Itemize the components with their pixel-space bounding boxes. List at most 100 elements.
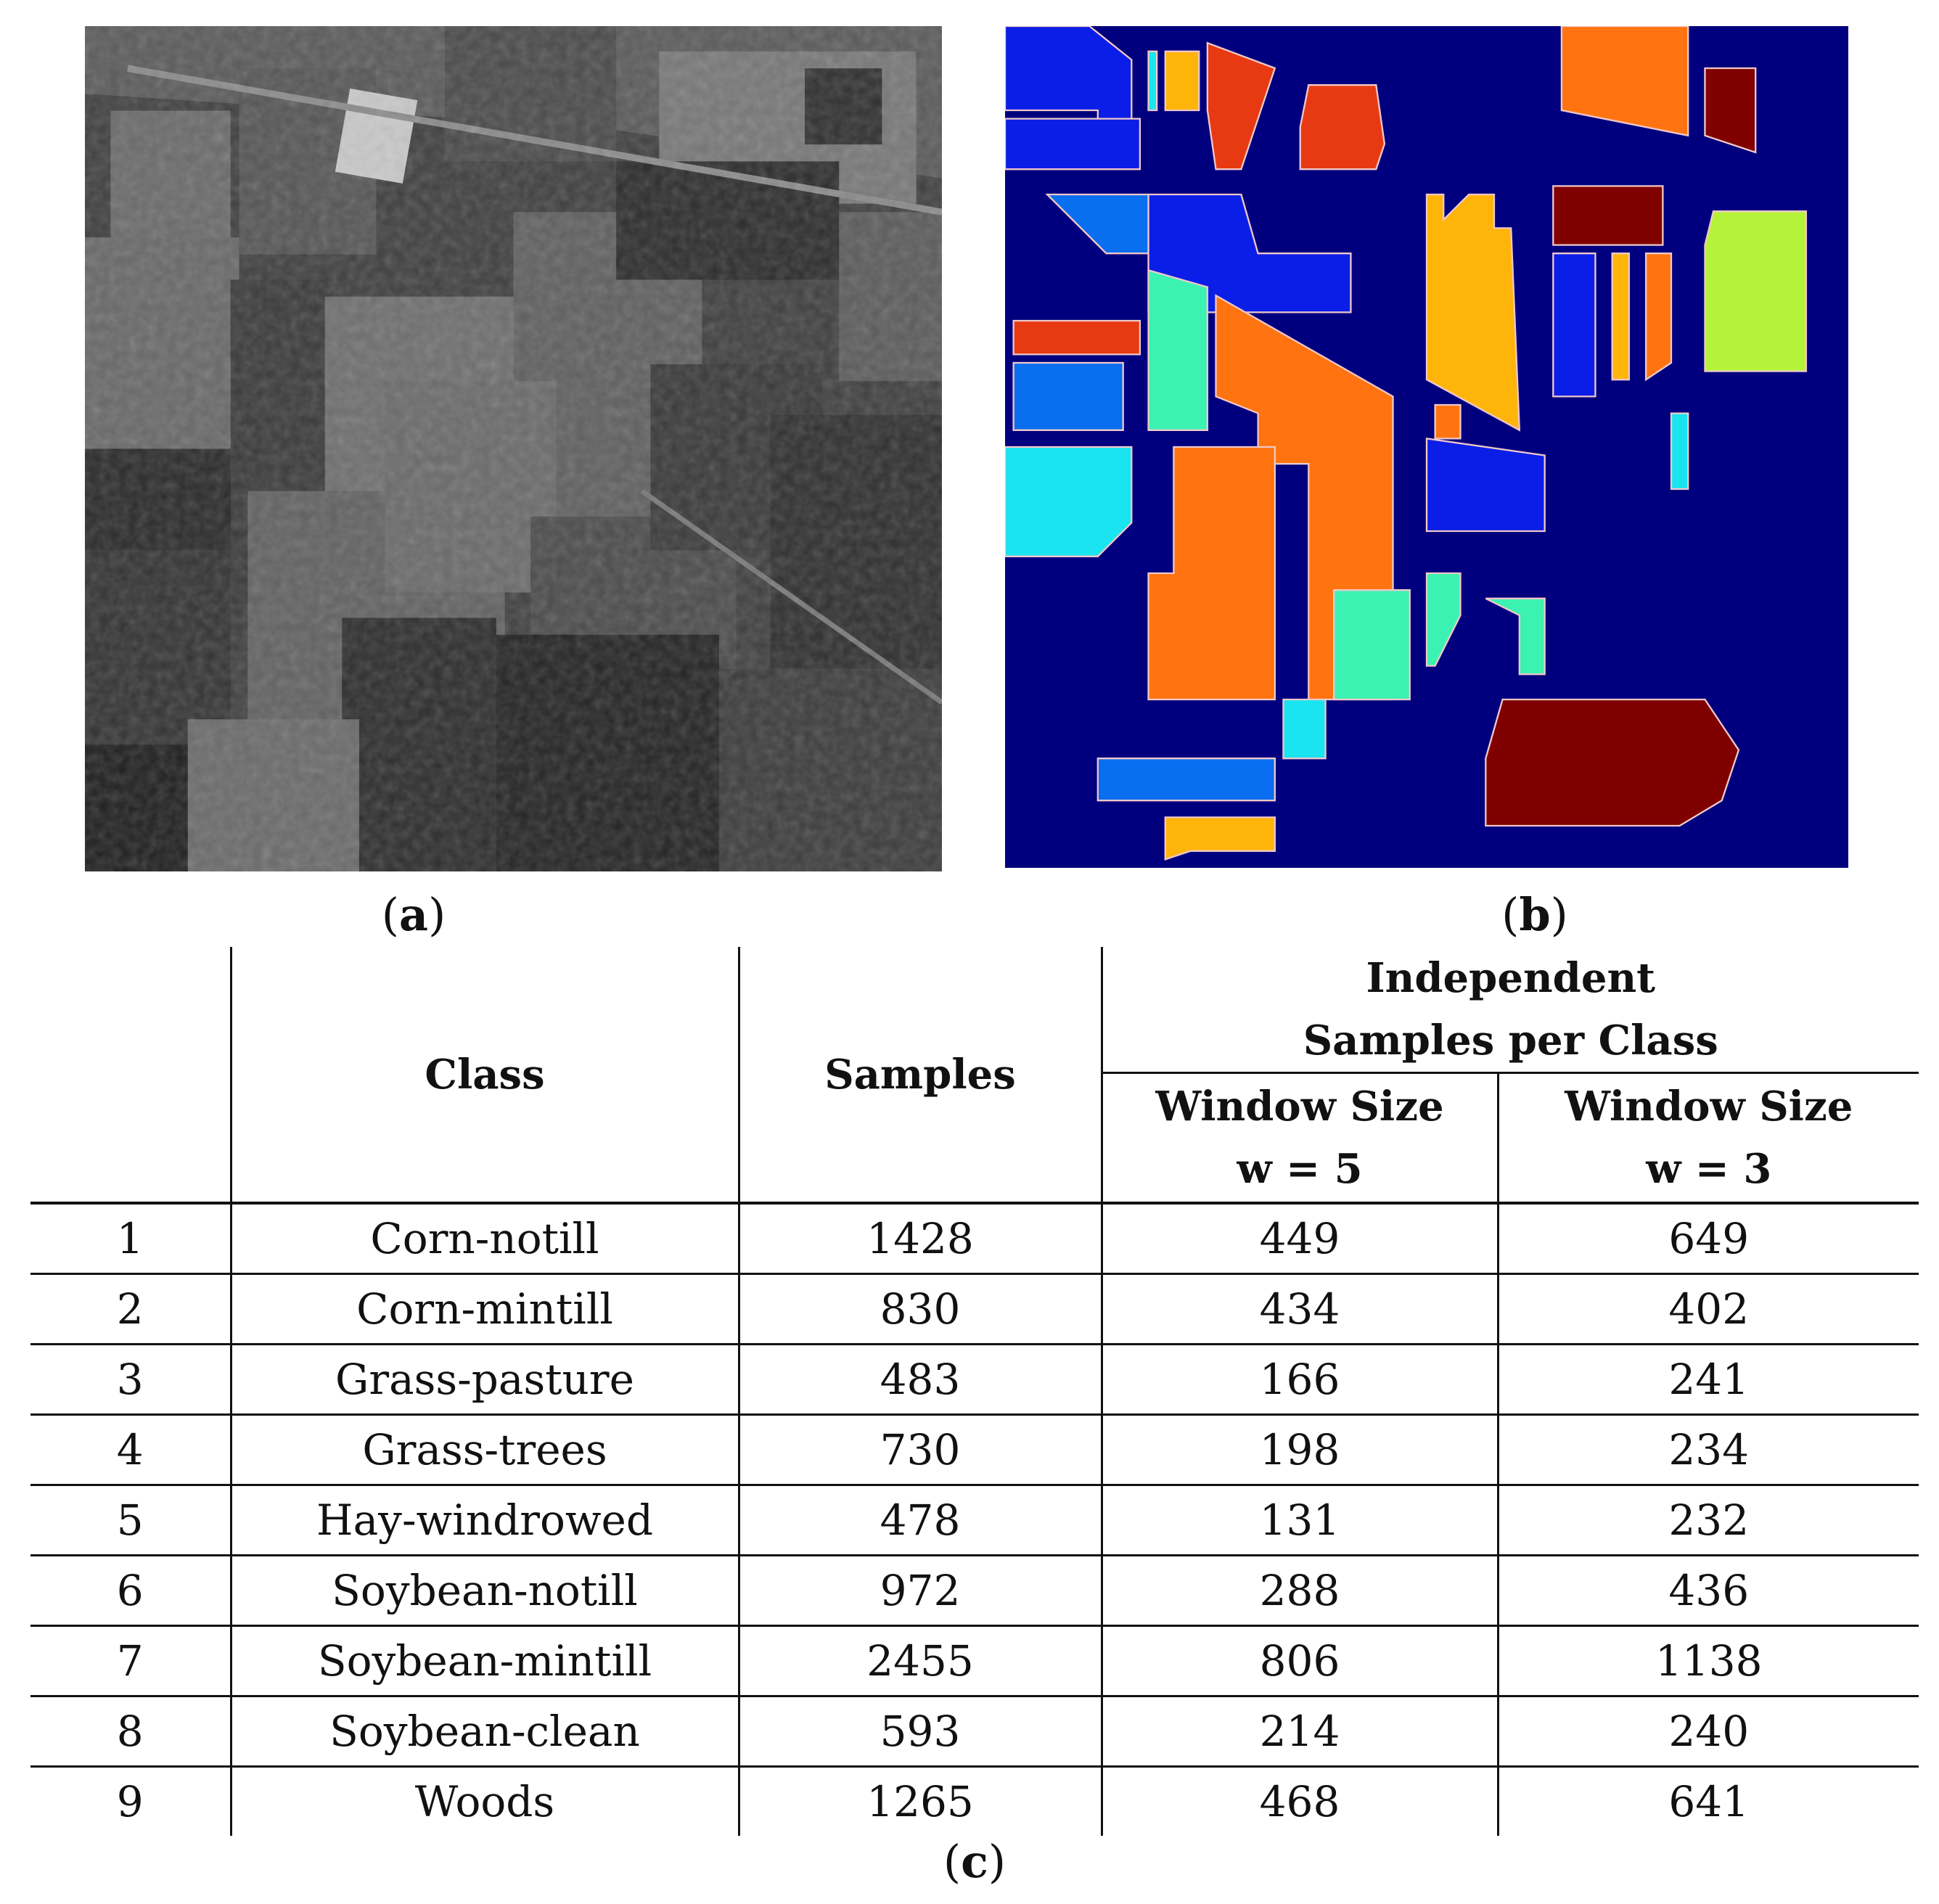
- field-region: [1012, 319, 1141, 356]
- cell-class: Hay-windrowed: [229, 1484, 739, 1556]
- cell-index: 4: [30, 1413, 231, 1485]
- data-table: Class Samples Independent Samples per Cl…: [30, 947, 1919, 1836]
- cell-w5: 214: [1100, 1695, 1498, 1767]
- cell-index: 2: [30, 1273, 231, 1345]
- caption-b: (b): [1501, 888, 1568, 941]
- table-row: 2 Corn-mintill 830 434 402: [30, 1273, 1919, 1345]
- table-row: 4 Grass-trees 730 198 234: [30, 1413, 1919, 1485]
- field-region: [1611, 253, 1631, 381]
- class-samples-table: Class Samples Independent Samples per Cl…: [30, 947, 1919, 1836]
- field-region: [1644, 253, 1673, 382]
- cell-index: 3: [30, 1343, 231, 1415]
- header-w3-line1: Window Size: [1565, 1083, 1853, 1130]
- cell-index: 5: [30, 1484, 231, 1556]
- cell-class: Corn-notill: [229, 1202, 739, 1274]
- field-region: [1434, 403, 1462, 440]
- cell-w5: 434: [1100, 1273, 1498, 1345]
- caption-a: (a): [381, 888, 446, 941]
- cell-index: 8: [30, 1695, 231, 1767]
- cell-w3: 649: [1496, 1202, 1919, 1274]
- cell-w5: 288: [1100, 1554, 1498, 1626]
- header-w3-line2: w = 3: [1646, 1145, 1772, 1193]
- cell-samples: 730: [737, 1413, 1102, 1485]
- header-window-3: Window Size w = 3: [1496, 1072, 1919, 1203]
- cell-samples: 830: [737, 1273, 1102, 1345]
- cell-w5: 198: [1100, 1413, 1498, 1485]
- header-w5-line2: w = 5: [1237, 1145, 1363, 1193]
- field-region: [1425, 572, 1462, 667]
- cell-w3: 241: [1496, 1343, 1919, 1415]
- cell-w3: 402: [1496, 1273, 1919, 1345]
- satellite-image-graphic: [85, 26, 942, 871]
- cell-class: Soybean-notill: [229, 1554, 739, 1626]
- cell-class: Soybean-clean: [229, 1695, 739, 1767]
- cell-w3: 641: [1496, 1765, 1919, 1836]
- field-region: [1147, 268, 1209, 431]
- table-row: 8 Soybean-clean 593 214 240: [30, 1695, 1919, 1767]
- field-region: [1206, 41, 1276, 171]
- cell-w3: 234: [1496, 1413, 1919, 1485]
- header-class: Class: [229, 947, 739, 1203]
- header-independent-samples: Independent Samples per Class: [1100, 947, 1919, 1073]
- cell-w3: 232: [1496, 1484, 1919, 1556]
- field-region: [1425, 438, 1546, 533]
- satellite-image: [85, 26, 942, 871]
- field-region: [1704, 67, 1757, 154]
- header-w5-line1: Window Size: [1155, 1083, 1444, 1130]
- cell-w3: 436: [1496, 1554, 1919, 1626]
- field-region: [1096, 758, 1276, 802]
- cell-index: 9: [30, 1765, 231, 1836]
- table-row: 1 Corn-notill 1428 449 649: [30, 1202, 1919, 1274]
- table-row: 5 Hay-windrowed 478 131 232: [30, 1484, 1919, 1556]
- ground-truth-map-graphic: [1005, 26, 1848, 868]
- cell-w3: 1138: [1496, 1625, 1919, 1696]
- cell-w5: 131: [1100, 1484, 1498, 1556]
- field-region: [1012, 361, 1124, 431]
- cell-w5: 449: [1100, 1202, 1498, 1274]
- cell-class: Grass-pasture: [229, 1343, 739, 1415]
- header-samples: Samples: [737, 947, 1102, 1203]
- cell-w5: 806: [1100, 1625, 1498, 1696]
- field-region: [1005, 118, 1141, 171]
- field-region: [1282, 698, 1327, 760]
- cell-w5: 166: [1100, 1343, 1498, 1415]
- cell-class: Woods: [229, 1765, 739, 1836]
- cell-w3: 240: [1496, 1695, 1919, 1767]
- cell-class: Soybean-mintill: [229, 1625, 739, 1696]
- field-region: [1425, 193, 1521, 432]
- field-region: [1164, 50, 1200, 112]
- table-row: 7 Soybean-mintill 2455 806 1138: [30, 1625, 1919, 1696]
- field-region: [1005, 446, 1133, 557]
- field-region: [1333, 589, 1411, 701]
- cell-class: Corn-mintill: [229, 1273, 739, 1345]
- field-region: [1164, 816, 1276, 861]
- header-group-line1: Independent: [1366, 954, 1656, 1002]
- table-row: 9 Woods 1265 468 641: [30, 1765, 1919, 1836]
- cell-class: Grass-trees: [229, 1413, 739, 1485]
- field-region: [1552, 185, 1664, 246]
- header-window-5: Window Size w = 5: [1100, 1072, 1498, 1203]
- field-region: [1147, 50, 1158, 112]
- cell-w5: 468: [1100, 1765, 1498, 1836]
- table-body: 1 Corn-notill 1428 449 649 2 Corn-mintill 830 43…: [30, 1202, 1919, 1836]
- caption-c: (c): [943, 1835, 1007, 1888]
- cell-index: 7: [30, 1625, 231, 1696]
- ground-truth-map: [1005, 26, 1848, 868]
- header-group-line2: Samples per Class: [1303, 1017, 1718, 1064]
- field-region: [1670, 412, 1689, 491]
- field-region: [1704, 210, 1808, 372]
- field-region: [1560, 26, 1689, 137]
- cell-samples: 478: [737, 1484, 1102, 1556]
- table-row: 6 Soybean-notill 972 288 436: [30, 1554, 1919, 1626]
- cell-samples: 2455: [737, 1625, 1102, 1696]
- field-region: [1485, 698, 1740, 827]
- field-region: [1147, 446, 1276, 701]
- header-index: [30, 947, 231, 1203]
- cell-samples: 972: [737, 1554, 1102, 1626]
- cell-index: 1: [30, 1202, 231, 1274]
- field-region: [1552, 253, 1596, 398]
- cell-samples: 1428: [737, 1202, 1102, 1274]
- cell-index: 6: [30, 1554, 231, 1626]
- field-region: [1485, 597, 1546, 676]
- cell-samples: 483: [737, 1343, 1102, 1415]
